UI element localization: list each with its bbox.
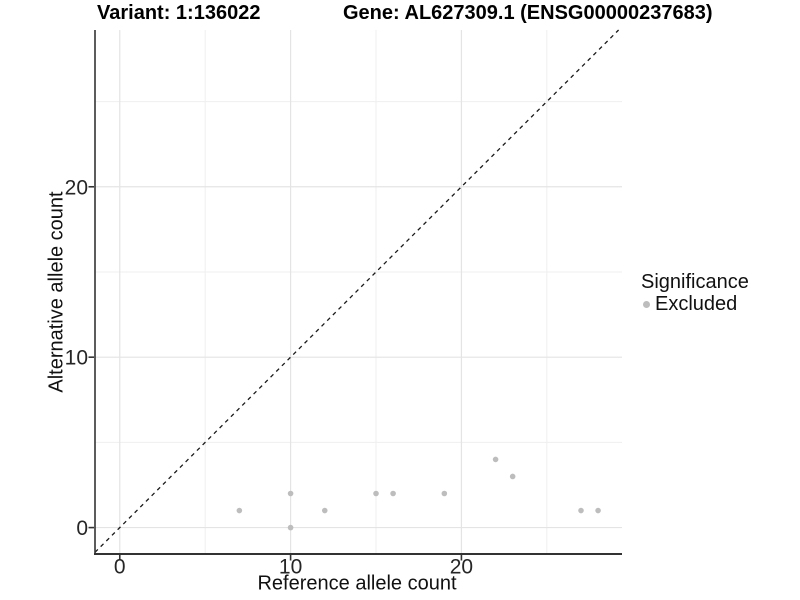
y-tick-label: 10	[65, 347, 88, 370]
data-point	[236, 507, 243, 514]
data-points	[236, 456, 601, 531]
gene-title: Gene: AL627309.1 (ENSG00000237683)	[343, 2, 713, 24]
data-point	[287, 524, 294, 531]
data-point	[441, 490, 448, 497]
data-point	[390, 490, 396, 497]
x-tick-label: 0	[114, 556, 126, 579]
legend-item-excluded: Excluded	[641, 294, 749, 315]
legend-item-label: Excluded	[655, 293, 738, 315]
data-point	[321, 507, 328, 514]
tick-labels: 0 10 20 0 10 20	[65, 176, 473, 578]
data-point	[492, 456, 499, 463]
y-tick-label: 20	[65, 176, 88, 199]
identity-line-group	[94, 29, 620, 553]
data-point	[509, 473, 516, 480]
data-point	[287, 490, 294, 497]
legend: Significance Excluded	[641, 271, 749, 315]
excluded-point-icon	[643, 301, 650, 308]
axis-lines	[94, 30, 622, 555]
data-point	[578, 507, 584, 514]
major-gridlines	[95, 30, 622, 554]
axis-ticks	[88, 185, 463, 561]
x-axis-title: Reference allele count	[257, 572, 457, 595]
minor-gridlines	[95, 30, 622, 554]
x-tick-label: 10	[279, 556, 302, 579]
data-point	[595, 507, 601, 514]
y-tick-label: 0	[76, 517, 88, 540]
variant-title: Variant: 1:136022	[97, 2, 261, 24]
x-tick-label: 20	[450, 556, 473, 579]
data-point	[373, 490, 379, 497]
y-axis-title: Alternative allele count	[45, 191, 68, 393]
identity-line	[94, 29, 620, 553]
legend-title: Significance	[641, 271, 749, 293]
